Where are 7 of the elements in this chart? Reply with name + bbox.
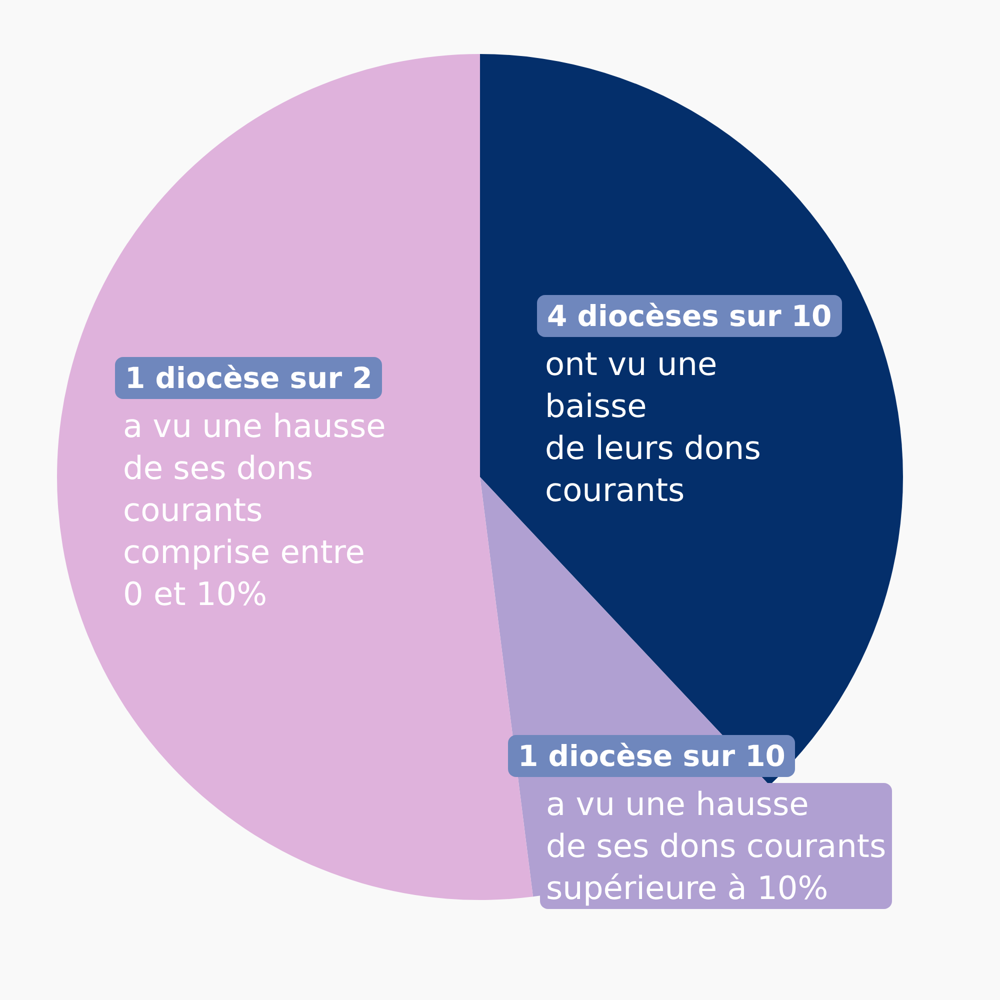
text: a vu une hausse de ses dons courants comprise entre 0 et 10% xyxy=(122,406,387,615)
slice-label: 1 diocèse sur 10 xyxy=(508,735,796,777)
slice-label: 4 diocèses sur 10 xyxy=(537,295,842,337)
pie-slice xyxy=(480,54,902,786)
slice-label: 1 diocèse sur 2 xyxy=(115,357,382,399)
text: ont vu une baisse de leurs dons courants xyxy=(544,344,762,511)
text: a vu une hausse de ses dons courants supérieure à 10% xyxy=(540,783,892,909)
